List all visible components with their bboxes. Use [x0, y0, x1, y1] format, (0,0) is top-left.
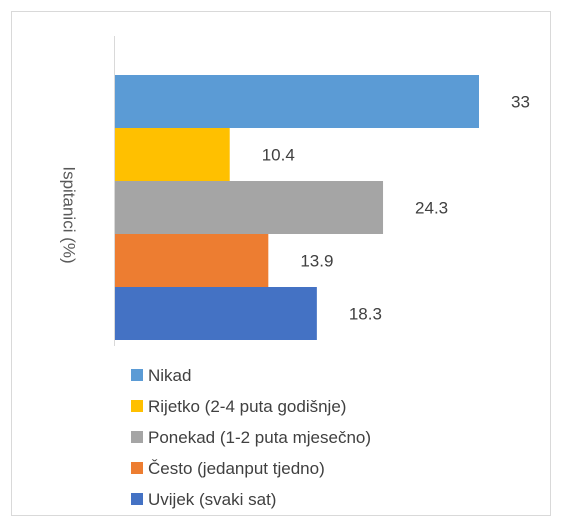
legend-swatch-3 — [131, 462, 143, 474]
data-label-0: 33 — [511, 93, 530, 112]
y-axis-title: Ispitanici (%) — [60, 166, 79, 263]
data-label-1: 10.4 — [262, 146, 295, 165]
data-label-2: 24.3 — [415, 199, 448, 218]
legend-label-4: Uvijek (svaki sat) — [148, 490, 276, 509]
legend-label-1: Rijetko (2-4 puta godišnje) — [148, 397, 346, 416]
bar-1 — [115, 128, 230, 181]
bar-4 — [115, 287, 317, 340]
legend-label-2: Ponekad (1-2 puta mjesečno) — [148, 428, 371, 447]
bar-2 — [115, 181, 384, 234]
legend-label-3: Često (jedanput tjedno) — [148, 459, 325, 478]
data-label-4: 18.3 — [349, 305, 382, 324]
bar-3 — [115, 234, 269, 287]
legend-swatch-1 — [131, 400, 143, 412]
legend-swatch-2 — [131, 431, 143, 443]
legend: Nikad Rijetko (2-4 puta godišnje) Ponekad … — [131, 366, 371, 509]
legend-swatch-0 — [131, 369, 143, 381]
legend-label-0: Nikad — [148, 366, 191, 385]
data-label-3: 13.9 — [300, 252, 333, 271]
bars-group — [115, 75, 479, 340]
legend-swatch-4 — [131, 493, 143, 505]
data-labels-group: 33 10.4 24.3 13.9 18.3 — [262, 93, 530, 324]
bar-0 — [115, 75, 479, 128]
